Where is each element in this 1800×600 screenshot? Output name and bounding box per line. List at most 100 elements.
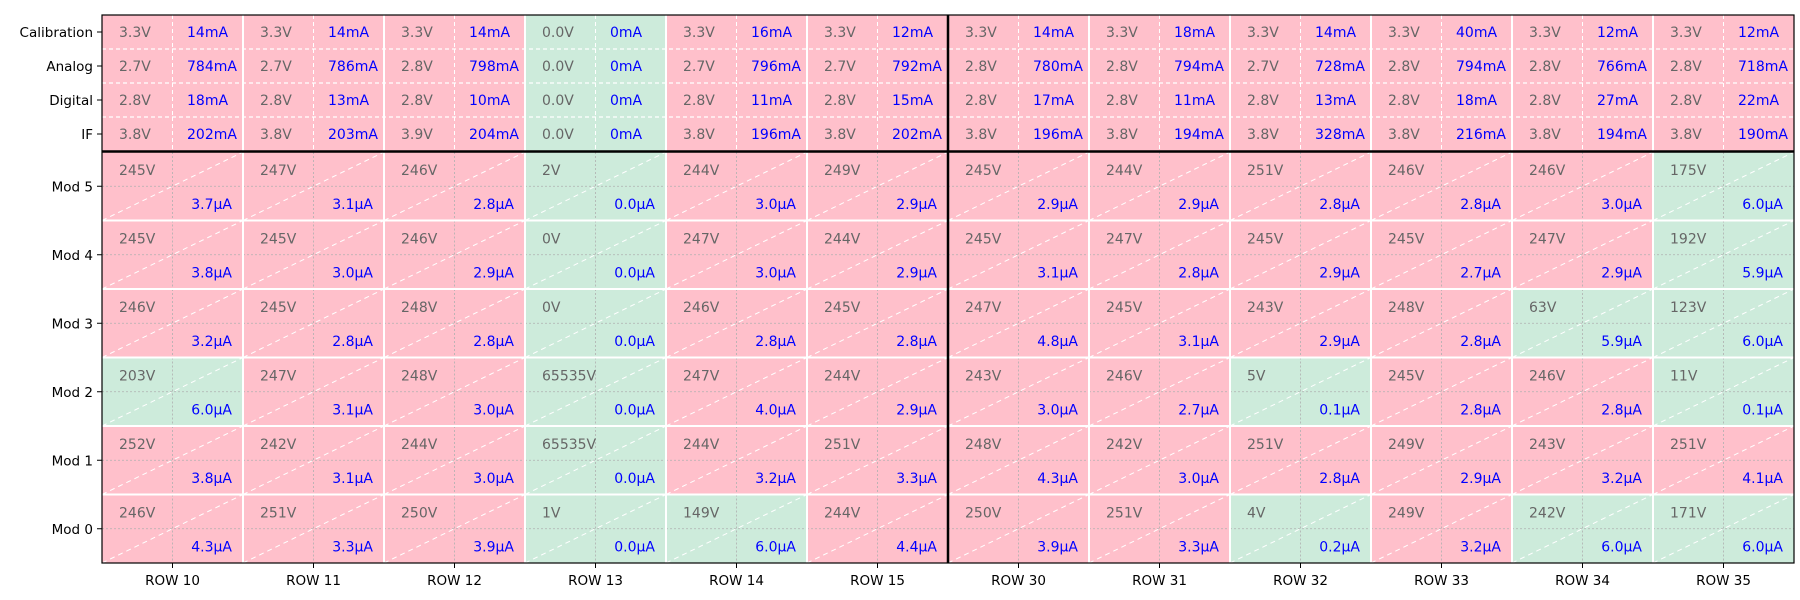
hv-voltage-label: 251V (1106, 506, 1143, 522)
lv-current-label: 784mA (187, 59, 237, 75)
lv-current-label: 15mA (892, 93, 933, 109)
lv-current-label: 22mA (1738, 93, 1779, 109)
lv-current-label: 14mA (469, 25, 510, 41)
hv-current-label: 6.0µA (755, 540, 796, 556)
hv-voltage-label: 252V (119, 437, 156, 453)
hv-cell-diagonal (101, 494, 244, 564)
hv-cell-diagonal (1088, 494, 1231, 564)
hv-cell-diagonal (1511, 425, 1654, 495)
lv-voltage-label: 3.3V (1670, 25, 1702, 41)
hv-current-label: 2.7µA (1178, 403, 1219, 419)
hv-current-label: 2.8µA (1319, 471, 1360, 487)
hv-current-label: 2.9µA (1601, 266, 1642, 282)
hv-current-label: 3.7µA (191, 197, 232, 213)
y-tick-label: Analog (46, 59, 93, 75)
hv-voltage-label: 245V (1388, 369, 1425, 385)
hv-current-label: 6.0µA (1742, 540, 1783, 556)
hv-cell-diagonal (242, 151, 385, 221)
hv-voltage-label: 175V (1670, 163, 1707, 179)
hv-cell-diagonal (665, 425, 808, 495)
lv-current-label: 328mA (1315, 127, 1365, 143)
hv-current-label: 2.8µA (473, 197, 514, 213)
hv-voltage-label: 244V (824, 506, 861, 522)
hv-cell-diagonal (1088, 357, 1231, 427)
x-tick-label: ROW 15 (850, 573, 905, 589)
hv-current-label: 2.9µA (1319, 266, 1360, 282)
hv-cell-diagonal (1370, 220, 1513, 290)
hv-cell-diagonal (524, 151, 667, 221)
hv-cell-diagonal (1511, 288, 1654, 358)
lv-current-label: 798mA (469, 59, 519, 75)
hv-cell-diagonal (947, 288, 1090, 358)
lv-current-label: 13mA (1315, 93, 1356, 109)
hv-voltage-label: 251V (1247, 163, 1284, 179)
lv-current-label: 190mA (1738, 127, 1788, 143)
y-tick-label: Mod 0 (52, 522, 93, 538)
hv-voltage-label: 245V (824, 300, 861, 316)
hv-cell-diagonal (806, 357, 949, 427)
hv-voltage-label: 248V (401, 300, 438, 316)
y-tick-label: Mod 3 (52, 316, 93, 332)
hv-current-label: 0.0µA (614, 197, 655, 213)
lv-current-label: 12mA (1738, 25, 1779, 41)
hv-current-label: 0.0µA (614, 266, 655, 282)
lv-current-label: 792mA (892, 59, 942, 75)
lv-row-analog: 2.7V 784mA 2.7V 786mA 2.8V 798mA 0.0V 0mA 2.7V 79… (102, 49, 1794, 83)
lv-voltage-label: 2.7V (824, 59, 856, 75)
hv-voltage-label: 246V (119, 300, 156, 316)
hv-current-label: 6.0µA (1601, 540, 1642, 556)
hv-cell-diagonal (1229, 357, 1372, 427)
lv-voltage-label: 3.8V (1388, 127, 1420, 143)
hv-current-label: 3.8µA (191, 266, 232, 282)
lv-current-label: 40mA (1456, 25, 1497, 41)
hv-current-label: 2.8µA (332, 334, 373, 350)
x-tick-label: ROW 13 (568, 573, 623, 589)
hv-voltage-label: 251V (1247, 437, 1284, 453)
hv-cell-diagonal (1088, 151, 1231, 221)
hv-current-label: 0.0µA (614, 334, 655, 350)
lv-current-label: 0mA (610, 93, 643, 109)
hv-voltage-label: 5V (1247, 369, 1266, 385)
lv-voltage-label: 2.8V (1247, 93, 1279, 109)
hv-row-mod-5: 245V 3.7µA 247V 3.1µA 246V 2.8µA 2V 0.0µA 244V 3.… (101, 151, 1795, 221)
hv-voltage-label: 246V (401, 232, 438, 248)
hv-cell-diagonal (1229, 425, 1372, 495)
hv-voltage-label: 242V (1106, 437, 1143, 453)
lv-voltage-label: 0.0V (542, 93, 574, 109)
hv-cell-diagonal (1370, 494, 1513, 564)
hv-cell-diagonal (665, 220, 808, 290)
hv-voltage-label: 246V (683, 300, 720, 316)
hv-current-label: 3.0µA (332, 266, 373, 282)
hv-voltage-label: 248V (965, 437, 1002, 453)
hv-cell-diagonal (806, 425, 949, 495)
lv-voltage-label: 2.8V (1106, 93, 1138, 109)
hv-cell-diagonal (524, 357, 667, 427)
hv-cell-diagonal (242, 288, 385, 358)
hv-voltage-label: 247V (1106, 232, 1143, 248)
hv-voltage-label: 245V (1106, 300, 1143, 316)
lv-current-label: 780mA (1033, 59, 1083, 75)
hv-cell-diagonal (947, 425, 1090, 495)
lv-current-label: 216mA (1456, 127, 1506, 143)
hv-current-label: 0.1µA (1319, 403, 1360, 419)
hv-current-label: 4.3µA (1037, 471, 1078, 487)
hv-cell-diagonal (1511, 151, 1654, 221)
lv-voltage-label: 2.8V (683, 93, 715, 109)
lv-current-label: 14mA (1033, 25, 1074, 41)
hv-cell-diagonal (665, 288, 808, 358)
hv-current-label: 2.8µA (1460, 197, 1501, 213)
lv-current-label: 202mA (187, 127, 237, 143)
hv-cell-diagonal (1370, 425, 1513, 495)
lv-row-calibration: 3.3V 14mA 3.3V 14mA 3.3V 14mA 0.0V 0mA 3.3V 16mA 3… (102, 15, 1794, 49)
hv-voltage-label: 247V (260, 369, 297, 385)
hv-cell-diagonal (1652, 425, 1795, 495)
hv-current-label: 0.1µA (1742, 403, 1783, 419)
lv-current-label: 18mA (1174, 25, 1215, 41)
hv-cell-diagonal (242, 425, 385, 495)
hv-cell-diagonal (1229, 494, 1372, 564)
lv-voltage-label: 2.8V (1388, 59, 1420, 75)
hv-cell-diagonal (383, 357, 526, 427)
lv-voltage-label: 3.3V (683, 25, 715, 41)
hv-current-label: 3.2µA (1601, 471, 1642, 487)
hv-current-label: 3.3µA (1178, 540, 1219, 556)
